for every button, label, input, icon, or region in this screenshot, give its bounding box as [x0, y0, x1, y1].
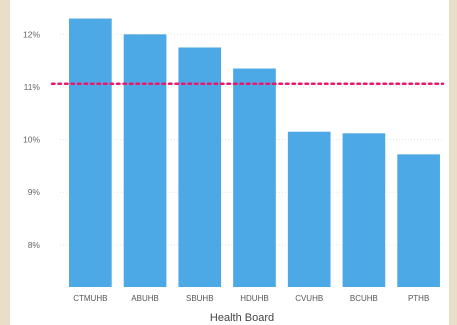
- y-tick-label: 9%: [28, 187, 41, 197]
- x-tick-label: CTMUHB: [73, 294, 107, 303]
- y-tick-label: 8%: [28, 240, 41, 250]
- y-tick-label: 11%: [24, 82, 41, 92]
- x-tick-label: PTHB: [408, 294, 429, 303]
- y-tick-label: 10%: [23, 135, 40, 145]
- x-tick-label: ABUHB: [131, 294, 159, 303]
- bar-sbuhb: [178, 47, 222, 287]
- x-tick-label: HDUHB: [240, 294, 268, 303]
- bar-hduhb: [233, 68, 276, 287]
- bars: [69, 18, 440, 288]
- bar-cvuhb: [287, 131, 331, 287]
- bar-abuhb: [123, 34, 167, 287]
- chart-panel: 8% 9% 10% 11% 12% CTMUHB ABUHB SBUHB HDUHB CVUHB…: [10, 0, 449, 325]
- x-tick-label: BCUHB: [350, 294, 378, 303]
- y-tick-label: 12%: [23, 29, 40, 39]
- bar-chart: 8% 9% 10% 11% 12% CTMUHB ABUHB SBUHB HDUHB CVUHB…: [23, 18, 445, 324]
- x-tick-label: SBUHB: [186, 294, 214, 303]
- bar-ctmuhb: [69, 18, 112, 288]
- x-axis-ticks: CTMUHB ABUHB SBUHB HDUHB CVUHB BCUHB PTHB: [73, 294, 429, 303]
- x-axis-title: Health Board: [210, 312, 274, 324]
- bar-bcuhb: [342, 133, 386, 287]
- bar-pthb: [397, 154, 440, 287]
- x-tick-label: CVUHB: [295, 294, 323, 303]
- y-axis-ticks: 8% 9% 10% 11% 12%: [23, 29, 40, 250]
